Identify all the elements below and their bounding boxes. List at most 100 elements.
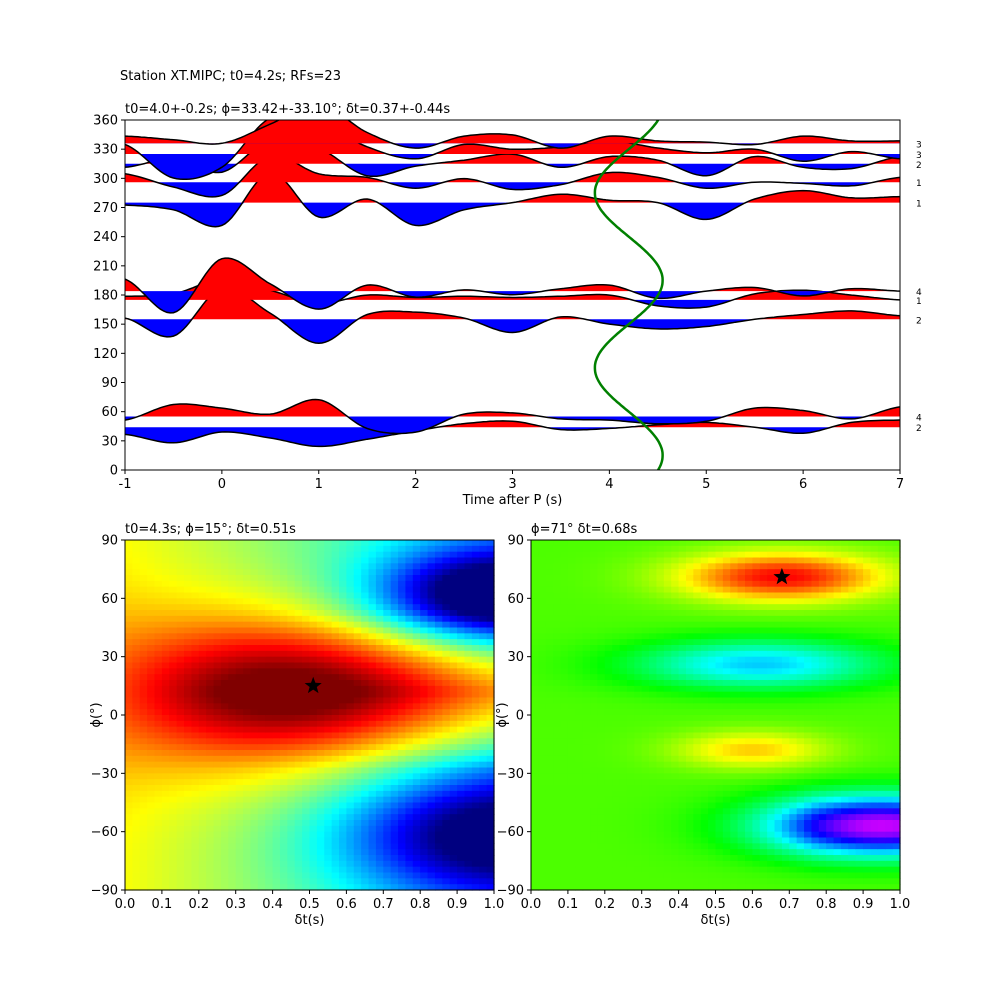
heatmap-cell [641,750,650,757]
heatmap-cell [257,709,266,716]
heatmap-cell [685,627,694,634]
heatmap-cell [442,580,451,588]
heatmap-cell [125,586,133,594]
heatmap-cell [730,773,739,780]
heatmap-cell [405,790,414,798]
heatmap-cell [567,668,576,675]
heatmap-cell [708,545,717,553]
heatmap-cell [125,825,133,833]
heatmap-cell [715,674,724,681]
heatmap-cell [575,569,584,576]
heatmap-cell [257,639,266,646]
heatmap-cell [693,627,702,634]
heatmap-cell [405,575,414,582]
heatmap-cell [257,761,266,769]
heatmap-cell [331,744,340,751]
heatmap-cell [531,709,539,716]
heatmap-cell [346,697,355,704]
heatmap-cell [612,767,621,774]
heatmap-cell [545,726,554,734]
heatmap-cell [656,709,665,716]
heatmap-cell [663,633,672,640]
heatmap-cell [243,627,252,634]
heatmap-cell [722,750,731,757]
heatmap-cell [213,750,222,757]
rf-trace-line [125,171,900,228]
heatmap-cell [442,860,451,868]
heatmap-cell [191,820,200,827]
heatmap-cell [213,785,222,792]
heatmap-cell [560,831,569,839]
heatmap-cell [125,750,133,757]
heatmap-cell [560,627,569,634]
heatmap-cell [567,872,576,879]
heatmap-cell [715,785,724,792]
heatmap-cell [198,639,207,646]
heatmap-cell [486,796,495,804]
heatmap-cell [745,645,753,652]
heatmap-cell [154,604,163,611]
heatmap-cell [685,814,694,821]
heatmap-cell [287,732,296,739]
heatmap-cell [161,598,170,605]
heatmap-cell [125,545,133,553]
heatmap-cell [715,866,724,874]
heatmap-cell [545,639,554,646]
heatmap-cell [184,802,193,809]
heatmap-cell [361,796,370,804]
heatmap-cell [649,860,658,868]
heatmap-cell [390,755,399,763]
heatmap-cell [346,767,355,774]
heatmap-cell [398,750,407,757]
heatmap-cell [235,773,244,780]
heatmap-cell [412,621,421,629]
heatmap-cell [176,726,185,734]
heatmap-cell [420,866,429,874]
rf-trace-line [125,154,900,198]
heatmap-cell [693,662,702,669]
heatmap-cell [279,645,288,652]
heatmap-cell [434,709,443,716]
heatmap-cell [708,814,717,821]
heatmap-cell [626,709,635,716]
heatmap-cell [612,796,621,804]
heatmap-cell [220,825,229,833]
heatmap-cell [324,872,333,879]
heatmap-cell [531,750,539,757]
heatmap-cell [309,545,318,553]
heatmap-cell [398,604,407,611]
heatmap-cell [678,621,687,629]
heatmap-cell [715,726,724,734]
heatmap-cell [678,598,687,605]
heatmap-cell [331,604,340,611]
heatmap-cell [198,563,207,570]
heatmap-cell [257,662,266,669]
heatmap-cell [685,720,694,728]
heatmap-cell [604,709,613,716]
heatmap-cell [737,621,746,629]
heatmap-cell [206,621,215,629]
heatmap-cell [479,866,488,874]
heatmap-cell [139,820,148,827]
heatmap-cell [471,779,480,786]
heatmap-cell [132,668,141,675]
heatmap-cell [161,680,170,687]
heatmap-cell [685,575,694,582]
heatmap-cell [567,633,576,640]
heatmap-cell [656,726,665,734]
heatmap-cell [412,650,421,658]
heatmap-cell [634,738,643,745]
heatmap-cell [531,563,539,570]
heatmap-cell [457,680,466,687]
heatmap-cell [405,703,414,710]
heatmap-cell [730,656,739,664]
heatmap-cell [464,738,473,745]
heatmap-cell [324,691,333,699]
heatmap-cell [612,674,621,681]
heatmap-cell [169,662,178,669]
heatmap-cell [375,785,384,792]
heatmap-cell [612,709,621,716]
heatmap-cell [324,563,333,570]
heatmap-cell [641,627,650,634]
heatmap-cell [154,691,163,699]
